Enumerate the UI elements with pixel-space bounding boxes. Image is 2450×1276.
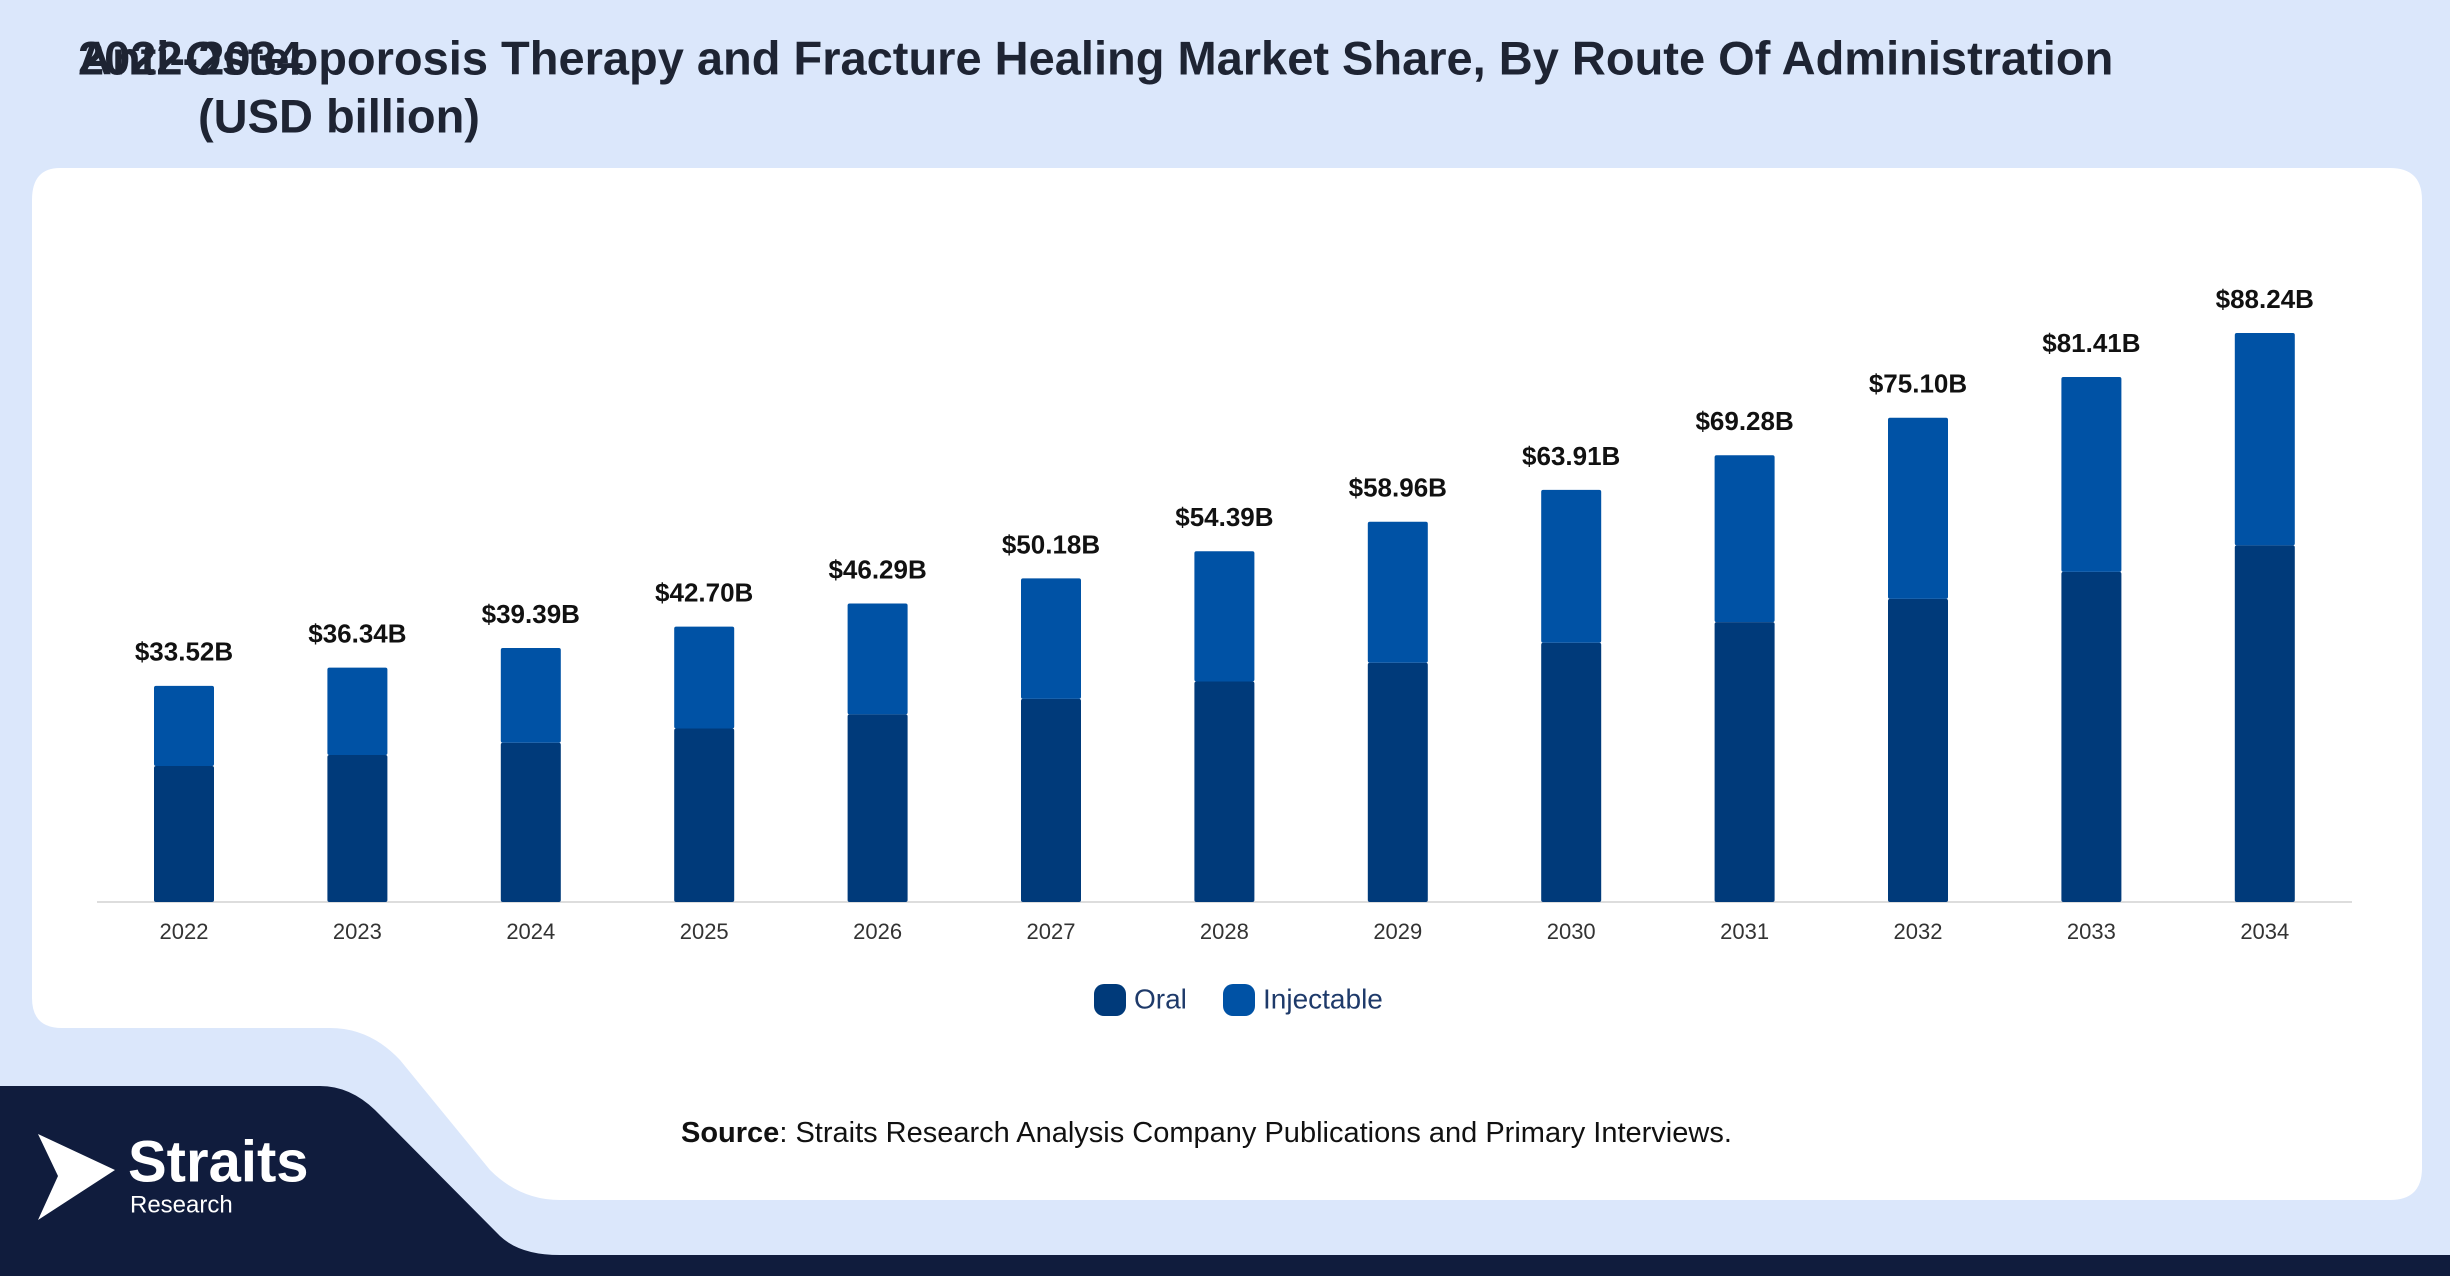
bar-segment <box>1541 489 1602 643</box>
bar-segment <box>1194 681 1255 902</box>
bar-segment <box>1367 521 1428 663</box>
source: Source: Straits Research Analysis Compan… <box>681 1117 1732 1149</box>
x-tick-label: 2026 <box>853 919 902 944</box>
chart-subtitle: 2022-2034 <box>78 31 303 84</box>
bar-segment <box>674 728 735 902</box>
legend-label: Oral <box>1134 983 1187 1014</box>
total-label: $63.91B <box>1522 441 1620 471</box>
x-tick-label: 2022 <box>160 919 209 944</box>
bar-segment <box>847 714 908 902</box>
x-tick-label: 2032 <box>1894 919 1943 944</box>
x-tick-label: 2034 <box>2240 919 2289 944</box>
bar-segment <box>500 648 561 743</box>
bar-segment <box>1541 642 1602 902</box>
total-label: $46.29B <box>828 554 926 584</box>
bar-segment <box>1194 551 1255 682</box>
bar-segment <box>327 754 388 902</box>
total-label: $75.10B <box>1869 369 1967 399</box>
x-tick-label: 2027 <box>1027 919 1076 944</box>
total-label: $58.96B <box>1349 473 1447 503</box>
bar-segment <box>1888 417 1948 599</box>
bar-segment <box>327 667 388 755</box>
total-label: $50.18B <box>1002 529 1100 559</box>
legend-swatch <box>1223 984 1255 1016</box>
source-label: Source <box>681 1117 779 1149</box>
bar-segment <box>1714 622 1775 902</box>
total-label: $36.34B <box>308 619 406 649</box>
total-label: $69.28B <box>1695 406 1793 436</box>
bar-segment <box>2234 545 2295 902</box>
logo-icon <box>38 1134 115 1220</box>
total-label: $88.24B <box>2216 284 2314 314</box>
bar-segment <box>2234 333 2295 546</box>
source-text: : Straits Research Analysis Company Publ… <box>779 1117 1732 1149</box>
chart-title: Anti-Osteoporosis Therapy and Fracture H… <box>78 31 2113 84</box>
x-tick-label: 2025 <box>680 919 729 944</box>
bar-segment <box>674 626 735 729</box>
x-tick-label: 2030 <box>1547 919 1596 944</box>
chart-title: (USD billion) <box>198 89 480 142</box>
bar-segment <box>1714 455 1775 623</box>
x-tick-label: 2029 <box>1373 919 1422 944</box>
x-tick-label: 2033 <box>2067 919 2116 944</box>
total-label: $54.39B <box>1175 502 1273 532</box>
total-label: $42.70B <box>655 578 753 608</box>
bar-segment <box>500 742 561 902</box>
logo-name: Straits <box>128 1129 309 1194</box>
bar-segment <box>1367 662 1428 902</box>
bar-segment <box>1021 578 1081 699</box>
x-tick-label: 2028 <box>1200 919 1249 944</box>
bar-segment <box>154 685 214 766</box>
bar-segment <box>847 603 908 715</box>
legend-swatch <box>1094 984 1126 1016</box>
bar-segment <box>1021 698 1081 902</box>
logo-sub: Research <box>130 1191 233 1218</box>
total-label: $39.39B <box>482 599 580 629</box>
legend-label: Injectable <box>1263 983 1383 1014</box>
bar-segment <box>1888 598 1948 902</box>
x-tick-label: 2031 <box>1720 919 1769 944</box>
total-label: $81.41B <box>2042 328 2140 358</box>
total-label: $33.52B <box>135 637 233 667</box>
bar-segment <box>2061 571 2122 902</box>
x-tick-label: 2023 <box>333 919 382 944</box>
bar-segment <box>2061 377 2122 572</box>
bar-segment <box>154 765 214 902</box>
footer-band <box>0 1086 2450 1276</box>
x-tick-label: 2024 <box>506 919 555 944</box>
